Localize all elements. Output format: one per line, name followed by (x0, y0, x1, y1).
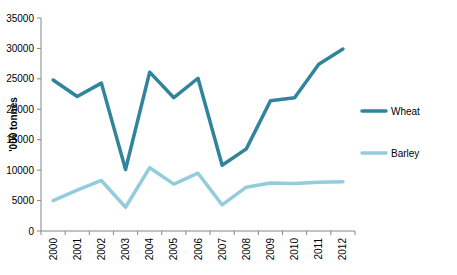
x-tick (113, 231, 114, 235)
x-tick-label: 2002 (96, 238, 107, 261)
background (0, 0, 457, 275)
legend-label: Wheat (391, 106, 420, 117)
x-tick-label: 2012 (337, 238, 348, 261)
x-tick (330, 231, 331, 235)
x-tick-label: 2008 (241, 238, 252, 261)
y-axis-label: '000 tonnes (8, 97, 19, 152)
y-tick-label: 10000 (6, 165, 34, 176)
line-series (53, 49, 343, 169)
y-tick (37, 18, 41, 19)
x-tick-label: 2009 (265, 238, 276, 261)
x-tick (161, 231, 162, 235)
x-tick (185, 231, 186, 235)
x-tick-label: 2010 (289, 238, 300, 261)
y-tick (37, 78, 41, 79)
legend-swatch (362, 151, 386, 155)
x-tick (41, 231, 42, 235)
y-tick (37, 170, 41, 171)
x-tick (258, 231, 259, 235)
x-tick-label: 2007 (217, 238, 228, 261)
x-tick (282, 231, 283, 235)
line-series (53, 168, 343, 208)
x-tick (65, 231, 66, 235)
x-tick-label: 2011 (313, 238, 324, 260)
y-tick (37, 48, 41, 49)
x-tick-label: 2005 (168, 238, 179, 261)
x-tick-label: 2004 (144, 238, 155, 261)
x-tick (355, 231, 356, 235)
legend-label: Barley (391, 148, 419, 159)
y-tick (37, 231, 41, 232)
x-tick-label: 2001 (72, 238, 83, 261)
x-tick (137, 231, 138, 235)
x-tick-label: 2003 (120, 238, 131, 261)
x-tick (89, 231, 90, 235)
y-tick (37, 139, 41, 140)
x-tick (306, 231, 307, 235)
y-tick (37, 200, 41, 201)
x-tick-label: 2000 (48, 238, 59, 261)
legend-swatch (362, 109, 386, 113)
series-group (53, 49, 343, 207)
y-axis (41, 18, 42, 231)
y-tick-label: 35000 (6, 13, 34, 24)
y-tick-label: 0 (28, 226, 34, 237)
chart: 0500010000150002000025000300003500020002… (0, 0, 457, 275)
y-tick (37, 109, 41, 110)
x-tick (234, 231, 235, 235)
x-tick (210, 231, 211, 235)
y-tick-label: 25000 (6, 73, 34, 84)
y-tick-label: 5000 (12, 195, 35, 206)
x-tick-label: 2006 (193, 238, 204, 261)
x-axis (41, 231, 355, 232)
y-tick-label: 30000 (6, 43, 34, 54)
